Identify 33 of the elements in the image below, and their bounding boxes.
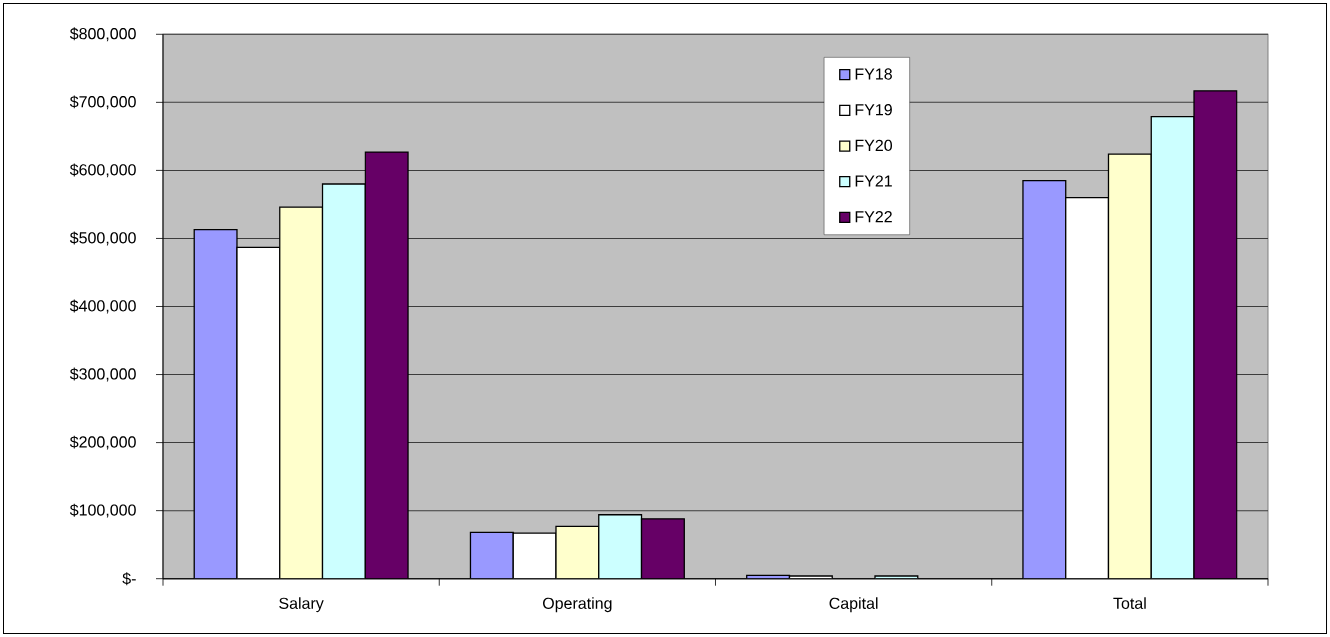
y-tick-label: $800,000 [69, 27, 136, 42]
y-tick-label: $- [122, 572, 136, 586]
bar [321, 183, 366, 579]
bar [1150, 115, 1195, 579]
bar [512, 532, 557, 579]
bar [279, 206, 324, 579]
bar [598, 514, 643, 579]
bar [1022, 179, 1067, 579]
legend-label: FY21 [855, 175, 892, 187]
x-tick-label: Operating [542, 597, 612, 613]
legend-label: FY22 [855, 211, 892, 223]
legend-label: FY20 [855, 139, 893, 152]
bar [236, 246, 281, 579]
bar [1107, 153, 1152, 579]
y-tick-label: $400,000 [69, 299, 136, 314]
y-tick-label: $700,000 [69, 95, 136, 110]
bar [555, 525, 600, 579]
bar [469, 531, 514, 579]
y-tick-label: $300,000 [69, 367, 136, 382]
y-tick-label: $500,000 [69, 231, 136, 246]
x-tick-label: Salary [279, 597, 324, 613]
bar [1193, 90, 1238, 579]
bar [1065, 196, 1110, 579]
legend-label: FY18 [855, 68, 892, 80]
legend-label: FY19 [855, 104, 892, 116]
bar [640, 518, 685, 579]
y-tick-label: $200,000 [69, 435, 136, 450]
y-tick-label: $100,000 [69, 503, 136, 518]
bar [193, 228, 238, 579]
x-tick-label: Total [1113, 597, 1146, 609]
y-tick-label: $600,000 [69, 163, 136, 178]
x-tick-label: Capital [829, 597, 878, 613]
bar [364, 151, 409, 579]
